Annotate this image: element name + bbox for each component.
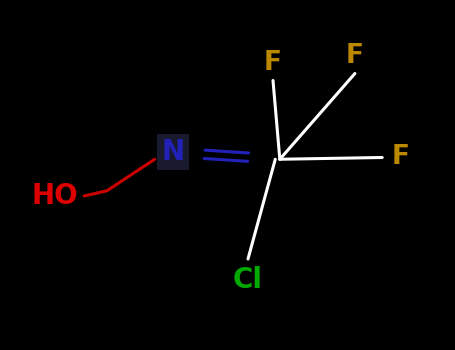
Text: F: F <box>264 50 282 76</box>
Text: Cl: Cl <box>233 266 263 294</box>
Text: F: F <box>346 43 364 69</box>
Text: N: N <box>162 138 184 166</box>
Text: F: F <box>391 145 410 170</box>
Text: HO: HO <box>31 182 78 210</box>
